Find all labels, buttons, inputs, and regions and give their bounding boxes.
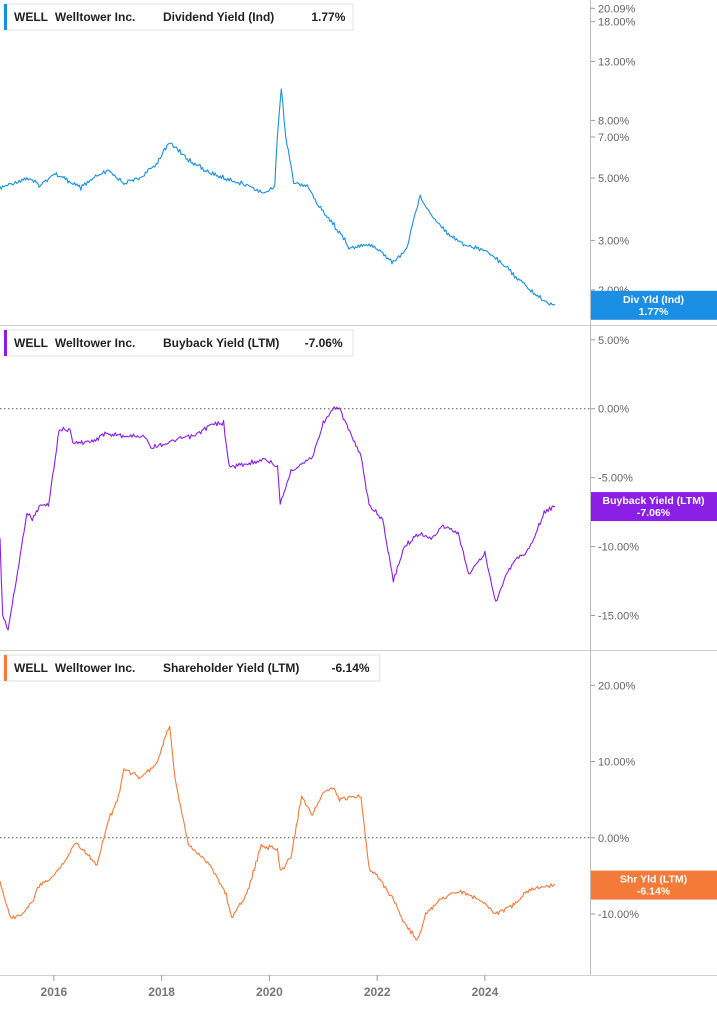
legend-value: 1.77% bbox=[311, 10, 345, 24]
badge-value: -7.06% bbox=[637, 507, 671, 519]
x-tick-label: 2024 bbox=[472, 985, 499, 999]
legend-value: -6.14% bbox=[332, 661, 370, 675]
legend-box bbox=[3, 654, 381, 682]
legend-color-swatch bbox=[4, 4, 7, 30]
legend-color-swatch bbox=[4, 655, 7, 681]
current-value-badge: Shr Yld (LTM)-6.14% bbox=[590, 870, 717, 900]
badge-background bbox=[590, 870, 717, 900]
x-tick-label: 2016 bbox=[41, 985, 68, 999]
legend-ticker: WELL bbox=[14, 336, 48, 350]
y-tick-label: 0.00% bbox=[598, 404, 629, 416]
y-tick-label: 0.00% bbox=[598, 833, 629, 845]
legend: WELL Welltower Inc. Buyback Yield (LTM) -7.… bbox=[3, 329, 354, 357]
current-value-badge: Buyback Yield (LTM)-7.06% bbox=[590, 492, 717, 522]
y-tick-label: -15.00% bbox=[598, 611, 639, 623]
series-line bbox=[0, 88, 556, 306]
y-tick-label: -10.00% bbox=[598, 542, 639, 554]
badge-value: 1.77% bbox=[639, 306, 669, 318]
legend-value: -7.06% bbox=[305, 336, 343, 350]
badge-label: Buyback Yield (LTM) bbox=[603, 495, 705, 507]
legend-box bbox=[3, 3, 354, 31]
legend-company: Welltower Inc. bbox=[55, 10, 135, 24]
legend-box bbox=[3, 329, 354, 357]
legend-metric: Dividend Yield (Ind) bbox=[163, 10, 274, 24]
y-tick-label: 10.00% bbox=[598, 757, 636, 769]
y-tick-label: 20.09% bbox=[598, 3, 636, 15]
badge-label: Shr Yld (LTM) bbox=[620, 874, 687, 886]
badge-value: -6.14% bbox=[637, 886, 671, 898]
x-tick-label: 2022 bbox=[364, 985, 391, 999]
series-line bbox=[0, 406, 556, 631]
legend: WELL Welltower Inc. Shareholder Yield (LTM… bbox=[3, 654, 381, 682]
badge-label: Div Yld (Ind) bbox=[623, 294, 684, 306]
legend-color-swatch bbox=[4, 330, 7, 356]
y-tick-label: 18.00% bbox=[598, 17, 636, 29]
legend-metric: Shareholder Yield (LTM) bbox=[163, 661, 299, 675]
badge-background bbox=[590, 290, 717, 320]
y-tick-label: 8.00% bbox=[598, 116, 629, 128]
y-tick-label: 5.00% bbox=[598, 173, 629, 185]
legend-metric: Buyback Yield (LTM) bbox=[163, 336, 279, 350]
y-tick-label: -5.00% bbox=[598, 473, 633, 485]
panel-2: 5.00% 0.00% -5.00% -10.00% -15.00% Buyback Yi… bbox=[0, 329, 717, 651]
series-line bbox=[0, 725, 556, 941]
y-tick-label: 13.00% bbox=[598, 56, 636, 68]
y-tick-label: 20.00% bbox=[598, 680, 636, 692]
y-tick-label: 7.00% bbox=[598, 132, 629, 144]
panel-1: 20.09%18.00%13.00%8.00%7.00%5.00%3.00%2.… bbox=[0, 3, 717, 326]
legend-ticker: WELL bbox=[14, 661, 48, 675]
y-tick-label: 3.00% bbox=[598, 235, 629, 247]
legend-company: Welltower Inc. bbox=[55, 661, 135, 675]
legend-company: Welltower Inc. bbox=[55, 336, 135, 350]
current-value-badge: Div Yld (Ind)1.77% bbox=[590, 290, 717, 320]
y-tick-label: -10.00% bbox=[598, 909, 639, 921]
x-tick-label: 2020 bbox=[256, 985, 283, 999]
y-tick-label: 5.00% bbox=[598, 335, 629, 347]
badge-background bbox=[590, 492, 717, 522]
x-tick-label: 2018 bbox=[148, 985, 175, 999]
panel-3: 20.00%10.00%0.00%-10.00%Shr Yld (LTM)-6.… bbox=[0, 654, 717, 976]
legend: WELL Welltower Inc. Dividend Yield (Ind) 1.… bbox=[3, 3, 354, 31]
legend-ticker: WELL bbox=[14, 10, 48, 24]
